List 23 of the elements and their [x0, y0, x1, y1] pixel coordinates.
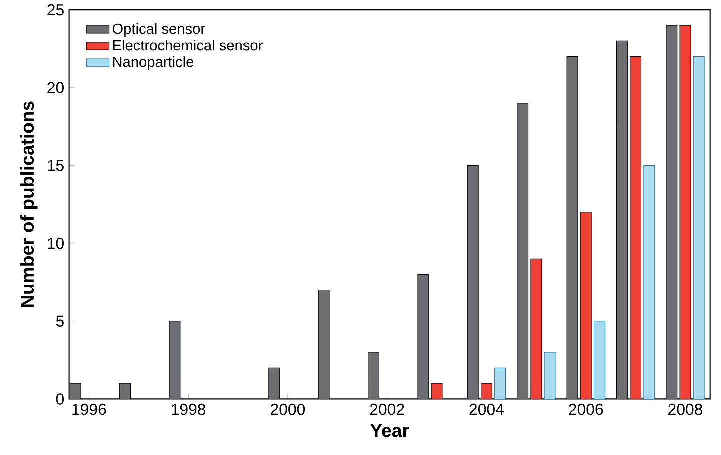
y-tick-label: 15: [48, 160, 64, 172]
bar: [494, 368, 506, 400]
legend-label: Nanoparticle: [113, 56, 194, 70]
x-tick-label: 2008: [668, 404, 703, 416]
x-tick-label: 2006: [569, 404, 604, 416]
y-tick-label: 10: [48, 238, 64, 250]
x-tick-label: 2000: [271, 404, 306, 416]
legend-label: Optical sensor: [112, 23, 206, 37]
x-tick-label: 1998: [172, 404, 206, 416]
legend-label: Electrochemical sensor: [113, 40, 263, 51]
bar: [693, 56, 705, 400]
y-axis-title: Number of publications: [20, 102, 38, 308]
y-tick-label: 5: [56, 316, 64, 327]
x-tick-label: 2004: [470, 404, 504, 416]
y-tick-label: 0: [56, 393, 64, 405]
x-tick-label: 1996: [72, 404, 106, 416]
y-tick-label: 25: [48, 4, 64, 16]
bar: [594, 321, 606, 400]
x-axis-title: Year: [370, 424, 410, 438]
y-tick-label: 20: [48, 82, 64, 94]
x-tick-label: 2002: [370, 404, 404, 416]
bar: [544, 352, 556, 400]
bar: [644, 165, 656, 400]
